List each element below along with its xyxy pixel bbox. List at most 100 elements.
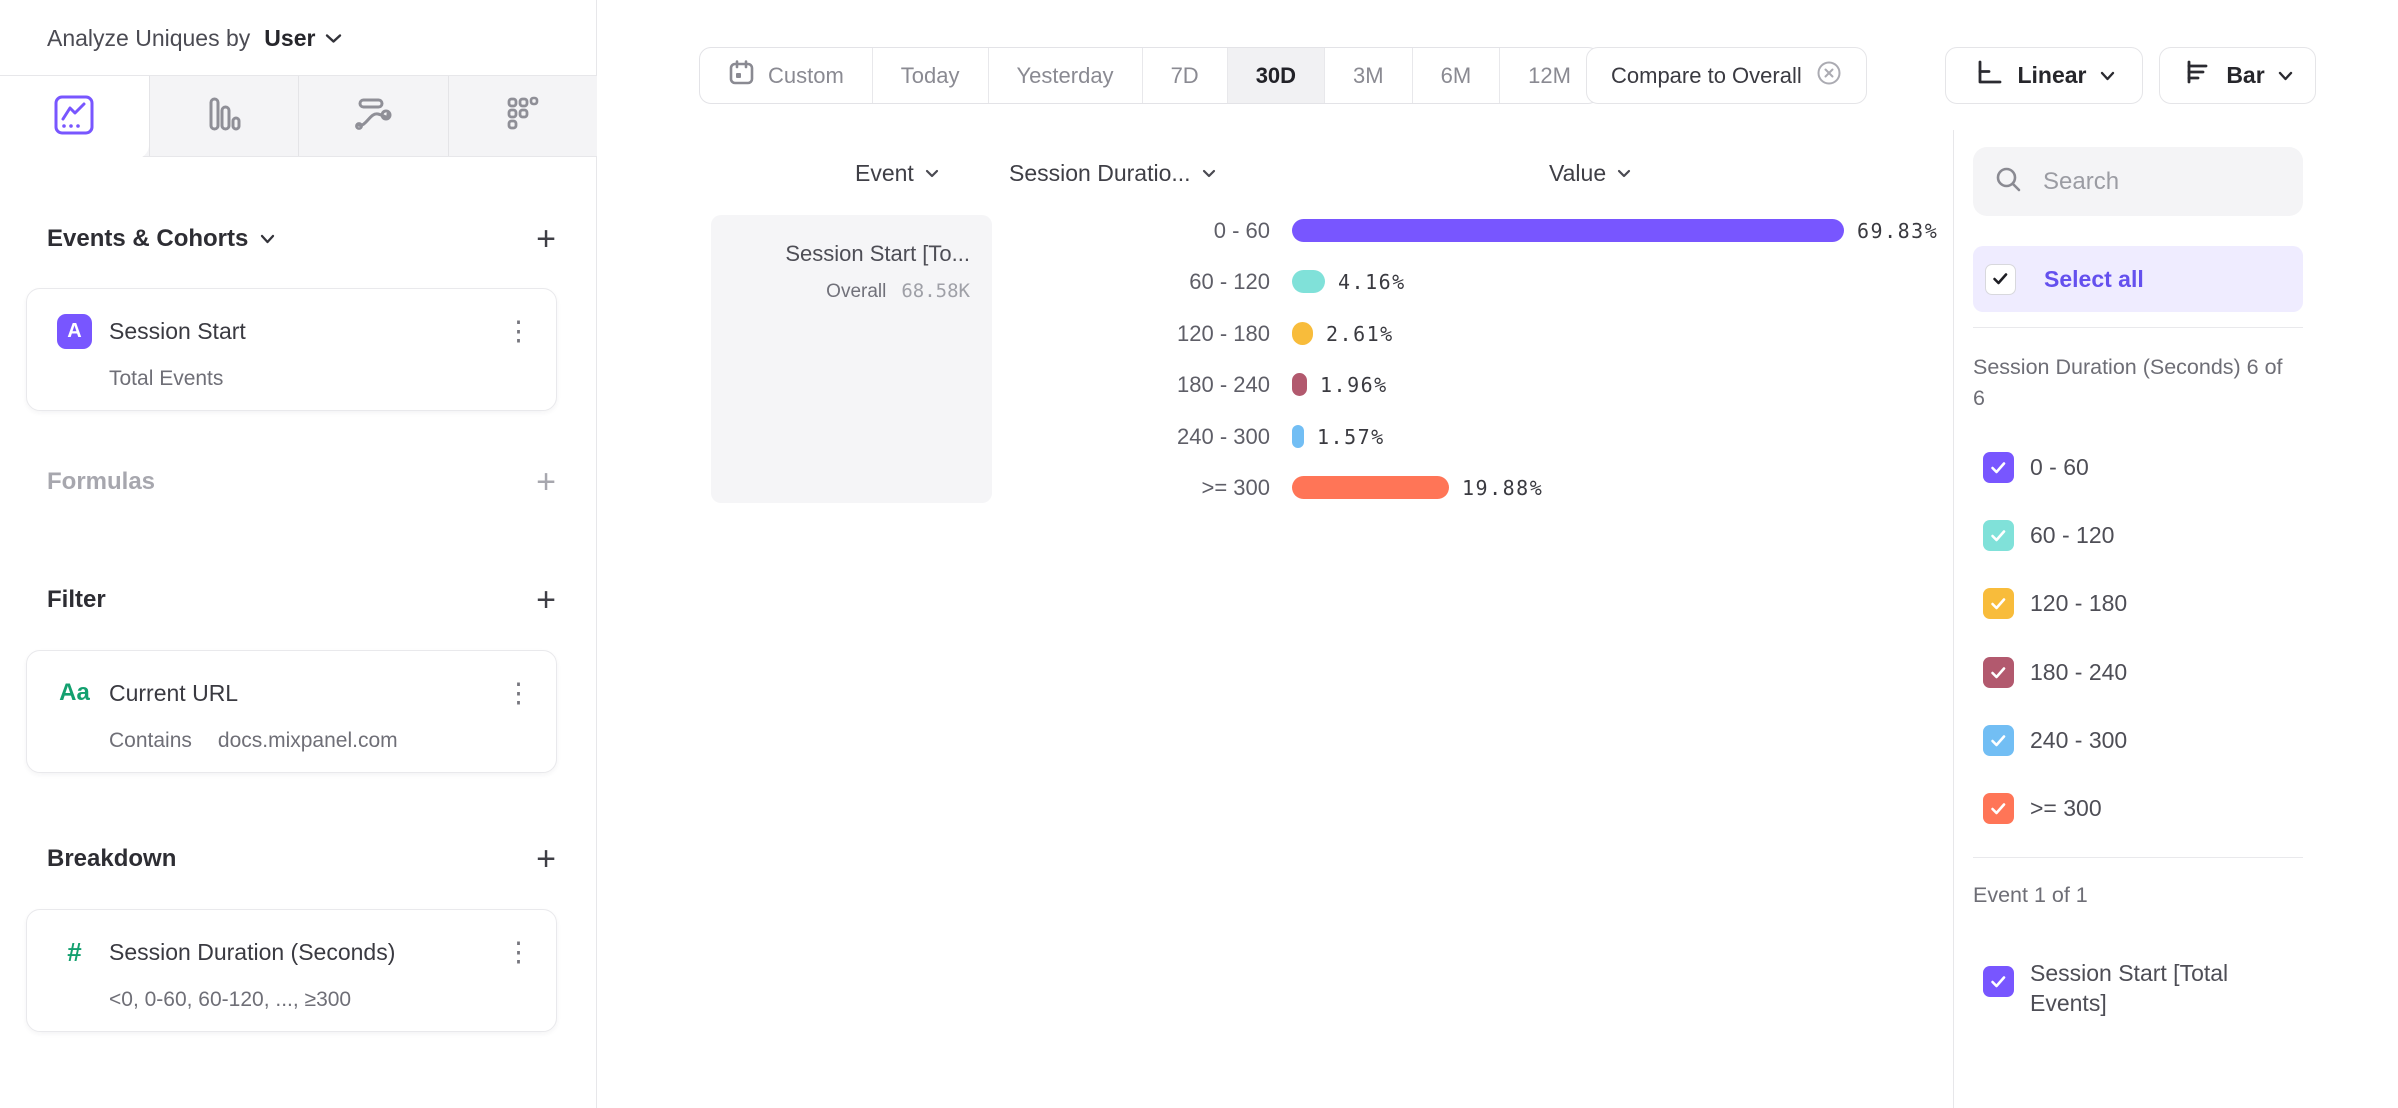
category-label: >= 300: [1201, 474, 1270, 500]
legend-item-label: >= 300: [2030, 795, 2102, 821]
bar-180-240[interactable]: [1292, 373, 1307, 396]
chevron-down-icon: [925, 169, 939, 178]
date-range-12m[interactable]: 12M: [1499, 48, 1599, 103]
bar-120-180[interactable]: [1292, 322, 1313, 345]
event-card-session-start[interactable]: A Session Start ⋮ Total Events: [26, 288, 557, 411]
chevron-down-icon: [1202, 169, 1216, 178]
date-range-6m[interactable]: 6M: [1411, 48, 1500, 103]
colored-checkbox[interactable]: [1983, 725, 2014, 756]
scale-dropdown[interactable]: Linear: [1945, 47, 2143, 104]
chart-row-0-60: 0 - 60 69.83%: [597, 217, 1939, 243]
filter-card-current-url[interactable]: Aa Current URL ⋮ Contains docs.mixpanel.…: [26, 650, 557, 773]
events-cohorts-title[interactable]: Events & Cohorts: [47, 225, 275, 253]
string-property-icon: Aa: [59, 679, 90, 706]
bar-gte-300[interactable]: [1292, 476, 1449, 499]
chevron-down-icon: [2100, 71, 2115, 81]
select-all-row[interactable]: Select all: [1973, 246, 2303, 312]
bar-240-300[interactable]: [1292, 425, 1304, 448]
tab-retention[interactable]: [447, 76, 598, 156]
filter-title: Filter: [47, 586, 106, 613]
legend-item-gte-300[interactable]: >= 300: [1983, 793, 2102, 824]
breakdown-card-buckets[interactable]: <0, 0-60, 60-120, ..., ≥300: [109, 988, 351, 1012]
kebab-menu-icon[interactable]: ⋮: [505, 315, 532, 346]
legend-item-120-180[interactable]: 120 - 180: [1983, 588, 2127, 619]
kebab-menu-icon[interactable]: ⋮: [505, 936, 532, 967]
colored-checkbox[interactable]: [1983, 793, 2014, 824]
overall-label: Overall: [826, 281, 887, 302]
bucket-ranges-label: <0, 0-60, 60-120, ..., ≥300: [109, 988, 352, 1011]
compare-to-overall-chip[interactable]: Compare to Overall: [1586, 47, 1867, 104]
chart-type-dropdown[interactable]: Bar: [2159, 47, 2316, 104]
colored-checkbox[interactable]: [1983, 452, 2014, 483]
column-header-event[interactable]: Event: [855, 160, 939, 187]
select-all-checkbox[interactable]: [1985, 263, 2016, 295]
event-card-row: A Session Start ⋮: [57, 313, 532, 349]
bar-0-60[interactable]: [1292, 219, 1844, 242]
date-range-30d[interactable]: 30D: [1226, 48, 1325, 103]
colored-checkbox[interactable]: [1983, 966, 2014, 997]
event-group-cell[interactable]: Session Start [To... Overall 68.58K: [711, 215, 992, 503]
column-header-breakdown[interactable]: Session Duratio...: [1009, 160, 1216, 187]
add-breakdown-button[interactable]: +: [536, 840, 556, 878]
horizontal-bar-chart-icon: [2182, 57, 2213, 94]
filter-section-header: Filter +: [47, 583, 556, 617]
divider: [1973, 857, 2303, 858]
tab-funnels[interactable]: [148, 76, 299, 156]
segment-legend-panel: Search Select all Session Duration (Seco…: [1953, 130, 2398, 1108]
remove-circle-x-icon[interactable]: [1816, 60, 1842, 92]
colored-checkbox[interactable]: [1983, 588, 2014, 619]
date-range-control: Custom Today Yesterday 7D 30D 3M 6M 12M: [699, 47, 1600, 104]
add-filter-button[interactable]: +: [536, 581, 556, 619]
legend-item-240-300[interactable]: 240 - 300: [1983, 725, 2127, 756]
add-event-button[interactable]: +: [536, 220, 556, 258]
legend-item-label: 60 - 120: [2030, 522, 2115, 548]
chevron-down-icon: [260, 234, 275, 244]
legend-item-60-120[interactable]: 60 - 120: [1983, 520, 2114, 551]
breakdown-title: Breakdown: [47, 845, 177, 872]
add-formula-button[interactable]: +: [536, 463, 556, 501]
breakdown-section-header: Breakdown +: [47, 842, 556, 876]
chevron-down-icon: [2278, 71, 2293, 81]
calendar-icon: [728, 59, 755, 93]
legend-item-180-240[interactable]: 180 - 240: [1983, 657, 2127, 688]
colored-checkbox[interactable]: [1983, 657, 2014, 688]
insights-line-chart-icon: [52, 93, 96, 142]
date-range-today[interactable]: Today: [871, 48, 988, 103]
bar-value-label: 69.83%: [1857, 218, 1939, 243]
legend-event-item[interactable]: Session Start [Total Events]: [1983, 958, 2255, 1018]
date-range-3m[interactable]: 3M: [1324, 48, 1412, 103]
search-icon: [1994, 165, 2023, 199]
category-label: 0 - 60: [1213, 217, 1270, 243]
colored-checkbox[interactable]: [1983, 520, 2014, 551]
value-header-label: Value: [1549, 160, 1607, 186]
kebab-menu-icon[interactable]: ⋮: [505, 677, 532, 708]
breakdown-card-title: Session Duration (Seconds): [109, 938, 396, 965]
breakdown-header-label: Session Duratio...: [1009, 160, 1191, 186]
filter-card-condition[interactable]: Contains docs.mixpanel.com: [109, 729, 398, 753]
formulas-title: Formulas: [47, 468, 156, 495]
event-letter-badge: A: [57, 313, 92, 349]
chart-row-240-300: 240 - 300 1.57%: [597, 424, 1385, 449]
event-card-subtitle[interactable]: Total Events: [109, 367, 223, 391]
category-label: 120 - 180: [1177, 320, 1270, 346]
analyze-value-dropdown[interactable]: User: [264, 24, 316, 51]
breakdown-card-session-duration[interactable]: # Session Duration (Seconds) ⋮ <0, 0-60,…: [26, 909, 557, 1032]
legend-item-label: 240 - 300: [2030, 727, 2128, 753]
chart-row-180-240: 180 - 240 1.96%: [597, 372, 1388, 397]
number-property-icon: #: [67, 936, 82, 967]
search-box[interactable]: Search: [1973, 147, 2303, 216]
tab-insights[interactable]: [0, 76, 149, 159]
bar-value-label: 4.16%: [1338, 269, 1406, 294]
retention-grid-icon: [501, 92, 545, 141]
date-range-yesterday[interactable]: Yesterday: [987, 48, 1142, 103]
bar-value-label: 1.57%: [1317, 424, 1385, 449]
flows-icon: [350, 92, 396, 141]
tab-flows[interactable]: [298, 76, 448, 156]
chevron-down-icon: [325, 33, 342, 44]
legend-item-0-60[interactable]: 0 - 60: [1983, 452, 2089, 483]
date-range-7d[interactable]: 7D: [1141, 48, 1227, 103]
column-header-value[interactable]: Value: [1549, 160, 1631, 187]
filter-operator: Contains: [109, 729, 192, 752]
bar-60-120[interactable]: [1292, 270, 1325, 293]
date-range-custom[interactable]: Custom: [700, 48, 872, 103]
